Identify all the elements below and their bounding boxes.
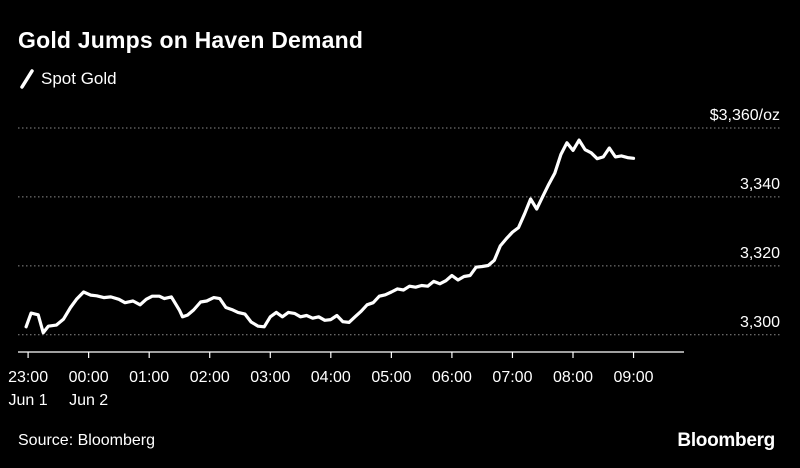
source-note: Source: Bloomberg xyxy=(18,432,155,449)
x-tick-label: 05:00 xyxy=(371,369,411,386)
x-tick-label: 23:00 xyxy=(8,369,48,386)
y-tick-label: 3,320 xyxy=(740,245,780,262)
series-layer xyxy=(24,138,636,335)
grid-layer xyxy=(18,127,780,336)
y-tick-label: 3,340 xyxy=(740,176,780,193)
legend-label-spot-gold: Spot Gold xyxy=(41,69,117,88)
x-tick-label: 02:00 xyxy=(190,369,230,386)
x-tick-label: 09:00 xyxy=(614,369,654,386)
legend: Spot Gold xyxy=(20,69,117,89)
y-tick-label: 3,300 xyxy=(740,314,780,331)
x-tick-sublabel: Jun 1 xyxy=(9,392,48,409)
bloomberg-logo: Bloomberg xyxy=(677,430,775,451)
x-tick-label: 08:00 xyxy=(553,369,593,386)
axis-layer: 3,300 3,320 3,340 $3,360/oz 23:00 Jun 1 00:00 J… xyxy=(8,107,780,409)
y-tick-label: $3,360/oz xyxy=(710,107,780,124)
x-tick-label: 06:00 xyxy=(432,369,472,386)
series-line-spot-gold xyxy=(24,138,636,335)
x-tick-label: 00:00 xyxy=(69,369,109,386)
x-tick-sublabel: Jun 2 xyxy=(69,392,108,409)
x-tick-label: 01:00 xyxy=(129,369,169,386)
x-tick-label: 07:00 xyxy=(492,369,532,386)
legend-swatch-icon xyxy=(20,69,34,89)
chart-title: Gold Jumps on Haven Demand xyxy=(18,27,364,53)
x-tick-label: 03:00 xyxy=(250,369,290,386)
x-tick-label: 04:00 xyxy=(311,369,351,386)
